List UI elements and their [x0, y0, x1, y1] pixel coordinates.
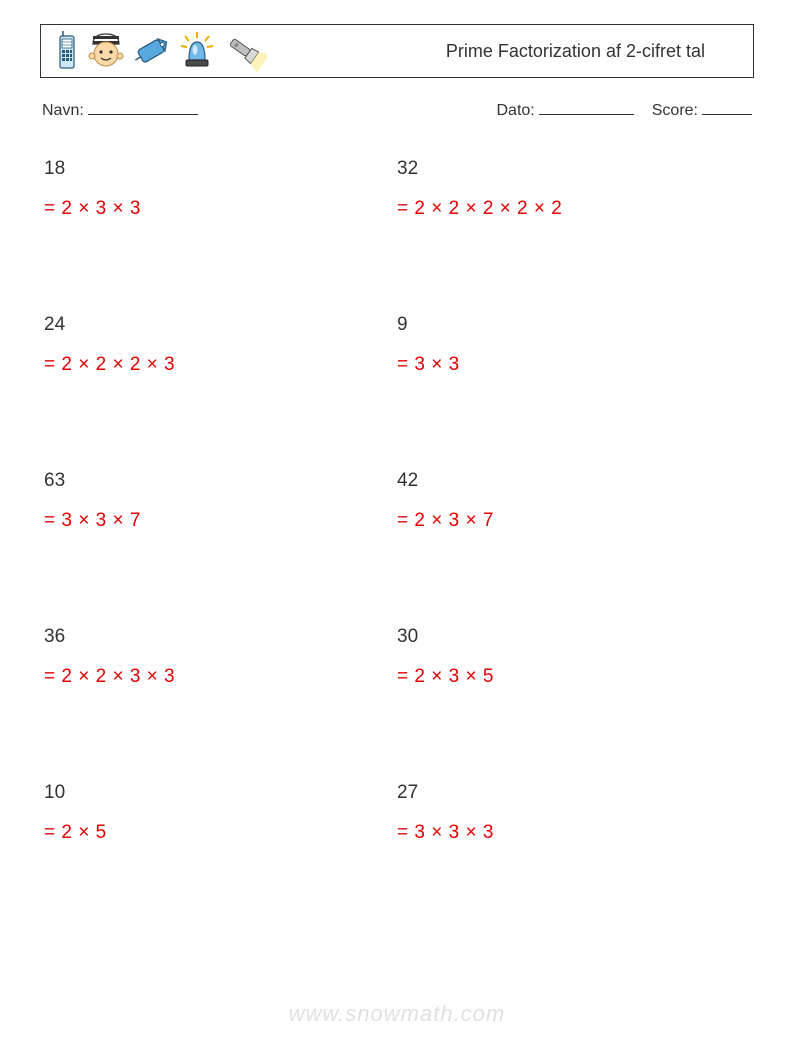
problem-answer: = 3 × 3 × 7	[44, 510, 397, 532]
info-row: Navn: Dato: Score:	[40, 98, 754, 120]
flashlight-icon	[223, 30, 267, 72]
problem-number: 18	[44, 158, 397, 180]
header-box: Prime Factorization af 2-cifret tal	[40, 24, 754, 78]
problem-answer: = 3 × 3 × 3	[397, 822, 754, 844]
problem-answer: = 2 × 2 × 2 × 3	[44, 354, 397, 376]
problem-answer: = 2 × 2 × 2 × 2 × 2	[397, 198, 754, 220]
problem-cell: 10 = 2 × 5	[40, 782, 397, 844]
watermark: www.snowmath.com	[0, 1001, 794, 1027]
problem-answer: = 2 × 3 × 7	[397, 510, 754, 532]
problem-cell: 32 = 2 × 2 × 2 × 2 × 2	[397, 158, 754, 220]
header-icons	[51, 30, 267, 72]
problem-number: 27	[397, 782, 754, 804]
problem-cell: 63 = 3 × 3 × 7	[40, 470, 397, 532]
problems-grid: 18 = 2 × 3 × 3 32 = 2 × 2 × 2 × 2 × 2 24…	[40, 158, 754, 844]
problem-number: 24	[44, 314, 397, 336]
face-icon	[87, 30, 125, 72]
walkie-talkie-icon	[51, 30, 81, 72]
problem-cell: 27 = 3 × 3 × 3	[397, 782, 754, 844]
problem-cell: 18 = 2 × 3 × 3	[40, 158, 397, 220]
problem-cell: 36 = 2 × 2 × 3 × 3	[40, 626, 397, 688]
date-blank	[539, 98, 634, 115]
problem-answer: = 2 × 3 × 3	[44, 198, 397, 220]
date-label: Dato:	[497, 102, 535, 120]
worksheet-title: Prime Factorization af 2-cifret tal	[446, 41, 735, 62]
name-blank	[88, 98, 198, 115]
problem-cell: 9 = 3 × 3	[397, 314, 754, 376]
date-score-fields: Dato: Score:	[497, 98, 753, 120]
score-blank	[702, 98, 752, 115]
name-label: Navn:	[42, 102, 84, 120]
siren-icon	[177, 30, 217, 72]
problem-number: 10	[44, 782, 397, 804]
problem-row: 24 = 2 × 2 × 2 × 3 9 = 3 × 3	[40, 314, 754, 376]
name-field: Navn:	[42, 98, 198, 120]
problem-number: 9	[397, 314, 754, 336]
score-label: Score:	[652, 102, 698, 120]
problem-cell: 24 = 2 × 2 × 2 × 3	[40, 314, 397, 376]
problem-number: 63	[44, 470, 397, 492]
problem-cell: 30 = 2 × 3 × 5	[397, 626, 754, 688]
problem-cell: 42 = 2 × 3 × 7	[397, 470, 754, 532]
problem-row: 18 = 2 × 3 × 3 32 = 2 × 2 × 2 × 2 × 2	[40, 158, 754, 220]
problem-answer: = 2 × 5	[44, 822, 397, 844]
problem-row: 63 = 3 × 3 × 7 42 = 2 × 3 × 7	[40, 470, 754, 532]
problem-number: 30	[397, 626, 754, 648]
problem-row: 36 = 2 × 2 × 3 × 3 30 = 2 × 3 × 5	[40, 626, 754, 688]
tag-icon	[131, 30, 171, 72]
problem-answer: = 2 × 3 × 5	[397, 666, 754, 688]
problem-number: 42	[397, 470, 754, 492]
problem-answer: = 2 × 2 × 3 × 3	[44, 666, 397, 688]
problem-number: 32	[397, 158, 754, 180]
worksheet-page: Prime Factorization af 2-cifret tal Navn…	[0, 0, 794, 1053]
problem-answer: = 3 × 3	[397, 354, 754, 376]
problem-number: 36	[44, 626, 397, 648]
problem-row: 10 = 2 × 5 27 = 3 × 3 × 3	[40, 782, 754, 844]
